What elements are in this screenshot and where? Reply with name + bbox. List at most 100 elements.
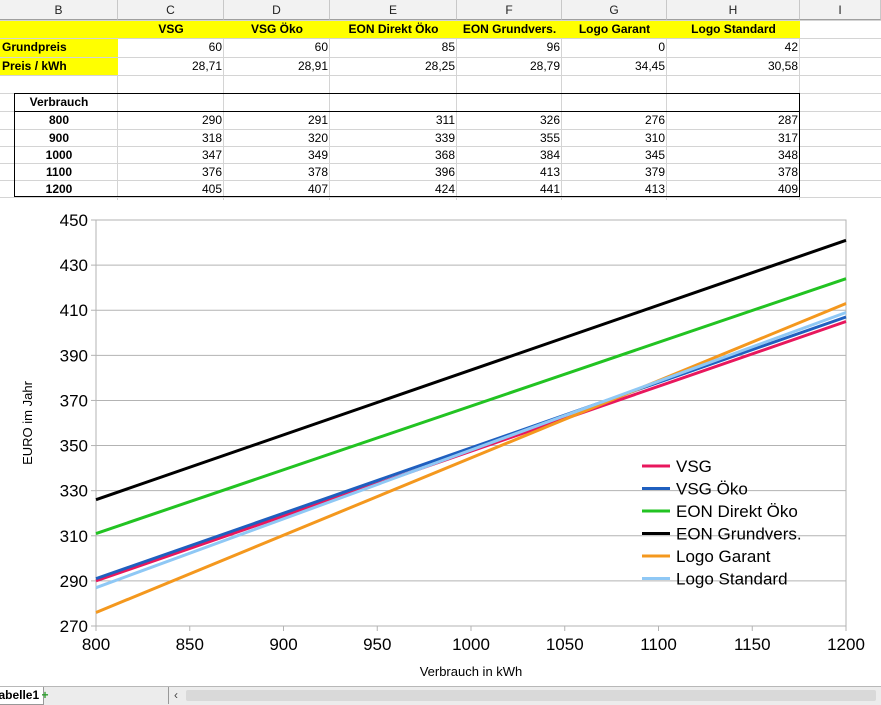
verbrauch-cell[interactable]: 345 [644, 148, 665, 162]
header-cell[interactable]: Logo Standard [667, 21, 800, 38]
series-line-3 [95, 238, 847, 502]
header-cell[interactable]: Logo Garant [562, 21, 667, 38]
horizontal-scrollbar[interactable] [186, 690, 876, 701]
verbrauch-cell[interactable]: 413 [539, 165, 560, 179]
verbrauch-cell[interactable]: 405 [201, 182, 222, 196]
preis-cell[interactable]: 34,45 [634, 59, 665, 73]
grundpreis-cell[interactable]: 0 [658, 40, 665, 54]
series-line-4 [95, 302, 847, 614]
verbrauch-label[interactable]: Verbrauch [29, 95, 89, 109]
verbrauch-cell[interactable]: 413 [644, 182, 665, 196]
verbrauch-cell[interactable]: 326 [539, 113, 560, 127]
verbrauch-cell[interactable]: 378 [777, 165, 798, 179]
preis-cell[interactable]: 28,71 [191, 59, 222, 73]
legend-entry: Logo Standard [676, 570, 788, 589]
column-header-f[interactable]: F [457, 0, 562, 20]
verbrauch-row-label[interactable]: 1100 [45, 165, 73, 179]
verbrauch-cell[interactable]: 347 [201, 148, 222, 162]
x-tick-label: 1150 [734, 635, 771, 654]
x-tick-label: 1100 [640, 635, 677, 654]
column-header-h[interactable]: H [667, 0, 800, 20]
chart-svg: 270 290 310 330 350 370 390 410 430 450 800 850 900 9… [20, 211, 865, 679]
header-cell-empty[interactable] [0, 21, 118, 38]
verbrauch-cell[interactable]: 287 [777, 113, 798, 127]
verbrauch-cell[interactable]: 378 [307, 165, 328, 179]
x-axis-label: Verbrauch in kWh [420, 664, 523, 679]
series-line-5 [95, 311, 847, 590]
column-header-b[interactable]: B [0, 0, 118, 20]
verbrauch-row-label[interactable]: 1200 [45, 182, 73, 196]
sheet-tab[interactable]: Tabelle1 [0, 687, 45, 705]
verbrauch-cell[interactable]: 441 [539, 182, 560, 196]
verbrauch-row-label[interactable]: 900 [48, 131, 70, 145]
header-cell[interactable]: VSG [118, 21, 224, 38]
preis-cell[interactable]: 28,25 [424, 59, 455, 73]
y-tick-label: 330 [60, 482, 88, 501]
verbrauch-row-label[interactable]: 800 [48, 113, 70, 127]
verbrauch-row-label[interactable]: 1000 [45, 148, 73, 162]
preis-cell[interactable]: 30,58 [767, 59, 798, 73]
header-cell[interactable]: EON Direkt Öko [330, 21, 457, 38]
verbrauch-cell[interactable]: 379 [644, 165, 665, 179]
verbrauch-cell[interactable]: 355 [539, 131, 560, 145]
verbrauch-cell[interactable]: 318 [201, 131, 222, 145]
verbrauch-cell[interactable]: 290 [201, 113, 222, 127]
verbrauch-cell[interactable]: 349 [307, 148, 328, 162]
x-tick-label: 900 [269, 635, 297, 654]
column-header-d[interactable]: D [224, 0, 330, 20]
column-header-e[interactable]: E [330, 0, 457, 20]
column-header-g[interactable]: G [562, 0, 667, 20]
x-tick-label: 1200 [827, 635, 865, 654]
series-line-1 [95, 315, 847, 581]
legend-entry: VSG Öko [676, 480, 748, 499]
header-cell[interactable]: EON Grundvers. [457, 21, 562, 38]
verbrauch-cell[interactable]: 348 [777, 148, 798, 162]
verbrauch-cell[interactable]: 376 [201, 165, 222, 179]
verbrauch-cell[interactable]: 407 [307, 182, 328, 196]
x-tick-label: 950 [363, 635, 391, 654]
verbrauch-cell[interactable]: 339 [434, 131, 455, 145]
grundpreis-cell[interactable]: 85 [441, 40, 455, 54]
grundpreis-cell[interactable]: 42 [784, 40, 798, 54]
legend-entry: EON Direkt Öko [676, 502, 798, 521]
verbrauch-cell[interactable]: 368 [434, 148, 455, 162]
column-header-c[interactable]: C [118, 0, 224, 20]
verbrauch-cell[interactable]: 291 [307, 113, 328, 127]
verbrauch-cell[interactable]: 317 [777, 131, 798, 145]
grundpreis-cell[interactable]: 60 [208, 40, 222, 54]
column-header-i[interactable]: I [800, 0, 881, 20]
grundpreis-cell[interactable]: 60 [314, 40, 328, 54]
header-cell[interactable]: VSG Öko [224, 21, 330, 38]
y-tick-label: 410 [60, 301, 88, 320]
x-tick-label: 1000 [452, 635, 490, 654]
verbrauch-cell[interactable]: 424 [434, 182, 455, 196]
verbrauch-cell[interactable]: 276 [644, 113, 665, 127]
y-tick-label: 450 [60, 211, 88, 230]
chevron-left-icon[interactable]: ‹ [168, 687, 183, 704]
line-chart[interactable]: 270 290 310 330 350 370 390 410 430 450 800 850 900 9… [6, 200, 881, 686]
verbrauch-cell[interactable]: 310 [644, 131, 665, 145]
sheet-tab-bar: Tabelle1 + ‹ [0, 686, 881, 705]
y-tick-label: 310 [60, 527, 88, 546]
y-tick-label: 390 [60, 346, 88, 365]
y-tick-label: 430 [60, 256, 88, 275]
legend-entry: EON Grundvers. [676, 525, 802, 544]
grundpreis-cell[interactable]: 96 [546, 40, 560, 54]
preis-cell[interactable]: 28,91 [297, 59, 328, 73]
series-line-2 [95, 277, 847, 535]
preis-cell[interactable]: 28,79 [529, 59, 560, 73]
y-tick-label: 350 [60, 437, 88, 456]
verbrauch-cell[interactable]: 396 [434, 165, 455, 179]
y-tick-label: 370 [60, 391, 88, 410]
row-label-preis[interactable]: Preis / kWh [0, 58, 118, 75]
plus-icon[interactable]: + [41, 688, 49, 702]
verbrauch-cell[interactable]: 384 [539, 148, 560, 162]
verbrauch-cell[interactable]: 311 [435, 113, 455, 127]
verbrauch-cell[interactable]: 320 [307, 131, 328, 145]
row-label-grundpreis[interactable]: Grundpreis [0, 39, 118, 57]
table-separator [14, 111, 800, 112]
verbrauch-cell[interactable]: 409 [777, 182, 798, 196]
legend-entry: VSG [676, 457, 712, 476]
x-tick-label: 850 [176, 635, 204, 654]
